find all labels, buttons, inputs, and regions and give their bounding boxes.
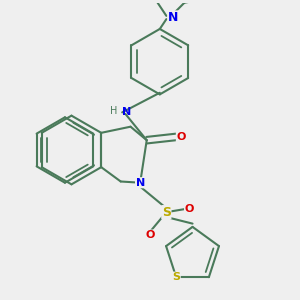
Text: O: O <box>184 204 194 214</box>
Text: N: N <box>136 178 145 188</box>
Text: N: N <box>168 11 178 24</box>
Text: N: N <box>122 107 131 117</box>
Text: O: O <box>176 132 186 142</box>
Text: S: S <box>172 272 180 282</box>
Text: O: O <box>145 230 155 240</box>
Text: H: H <box>110 106 117 116</box>
Text: S: S <box>162 206 171 219</box>
